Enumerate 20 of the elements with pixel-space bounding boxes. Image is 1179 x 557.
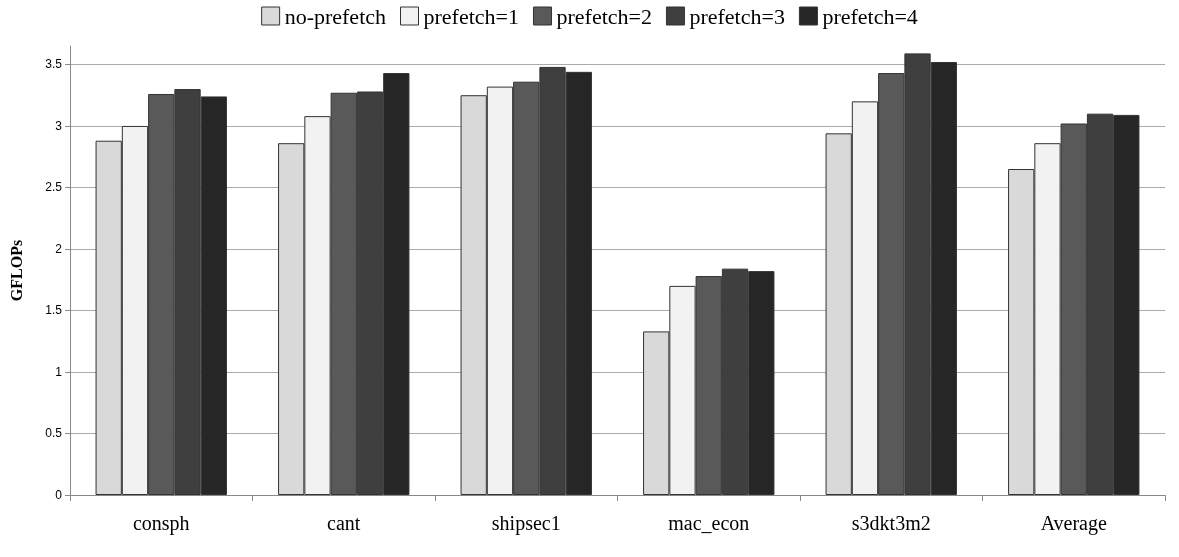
y-axis-title: GFLOPs	[7, 239, 25, 302]
x-tick-label: cant	[327, 512, 361, 534]
legend-label: prefetch=4	[822, 3, 918, 29]
y-tick-label: 1.5	[45, 303, 63, 318]
x-tick-label: shipsec1	[491, 512, 561, 535]
legend-label: prefetch=3	[689, 3, 785, 29]
y-tick-label: 3	[55, 118, 63, 133]
y-tick-label: 3.5	[45, 57, 63, 72]
x-tick-label: Average	[1040, 512, 1107, 535]
x-tick-label: mac_econ	[668, 512, 750, 534]
legend-label: no-prefetch	[284, 3, 387, 29]
y-tick-label: 2.5	[45, 180, 63, 195]
legend-label: prefetch=2	[556, 3, 652, 29]
y-tick-label: 0.5	[45, 426, 63, 441]
x-tick-label: s3dkt3m2	[851, 512, 931, 534]
x-tick-label: consph	[132, 512, 190, 535]
y-tick-label: 0	[55, 488, 63, 502]
y-tick-label: 1	[55, 364, 63, 379]
y-tick-label: 2	[55, 241, 63, 256]
legend-label: prefetch=1	[423, 3, 519, 29]
